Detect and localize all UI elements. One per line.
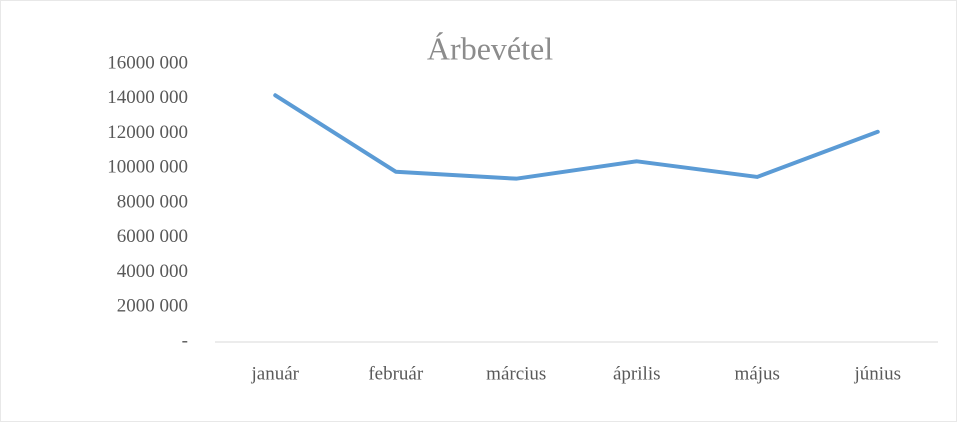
y-tick-label: 14000 000	[107, 87, 188, 108]
y-tick-label: 16000 000	[107, 52, 188, 73]
x-tick-label: március	[486, 363, 546, 384]
x-tick-label: április	[613, 363, 661, 384]
y-tick-label: -	[182, 330, 188, 351]
x-tick-label: február	[368, 363, 424, 384]
y-tick-label: 12000 000	[107, 122, 188, 143]
y-tick-label: 2000 000	[117, 296, 188, 317]
x-tick-label: május	[735, 363, 780, 384]
y-tick-label: 10000 000	[107, 157, 188, 178]
x-tick-label: június	[854, 363, 901, 384]
y-tick-label: 4000 000	[117, 261, 188, 282]
x-tick-label: január	[251, 363, 300, 384]
y-tick-label: 8000 000	[117, 191, 188, 212]
line-series	[273, 93, 880, 181]
y-tick-label: 6000 000	[117, 226, 188, 247]
chart-title: Árbevétel	[427, 30, 553, 66]
